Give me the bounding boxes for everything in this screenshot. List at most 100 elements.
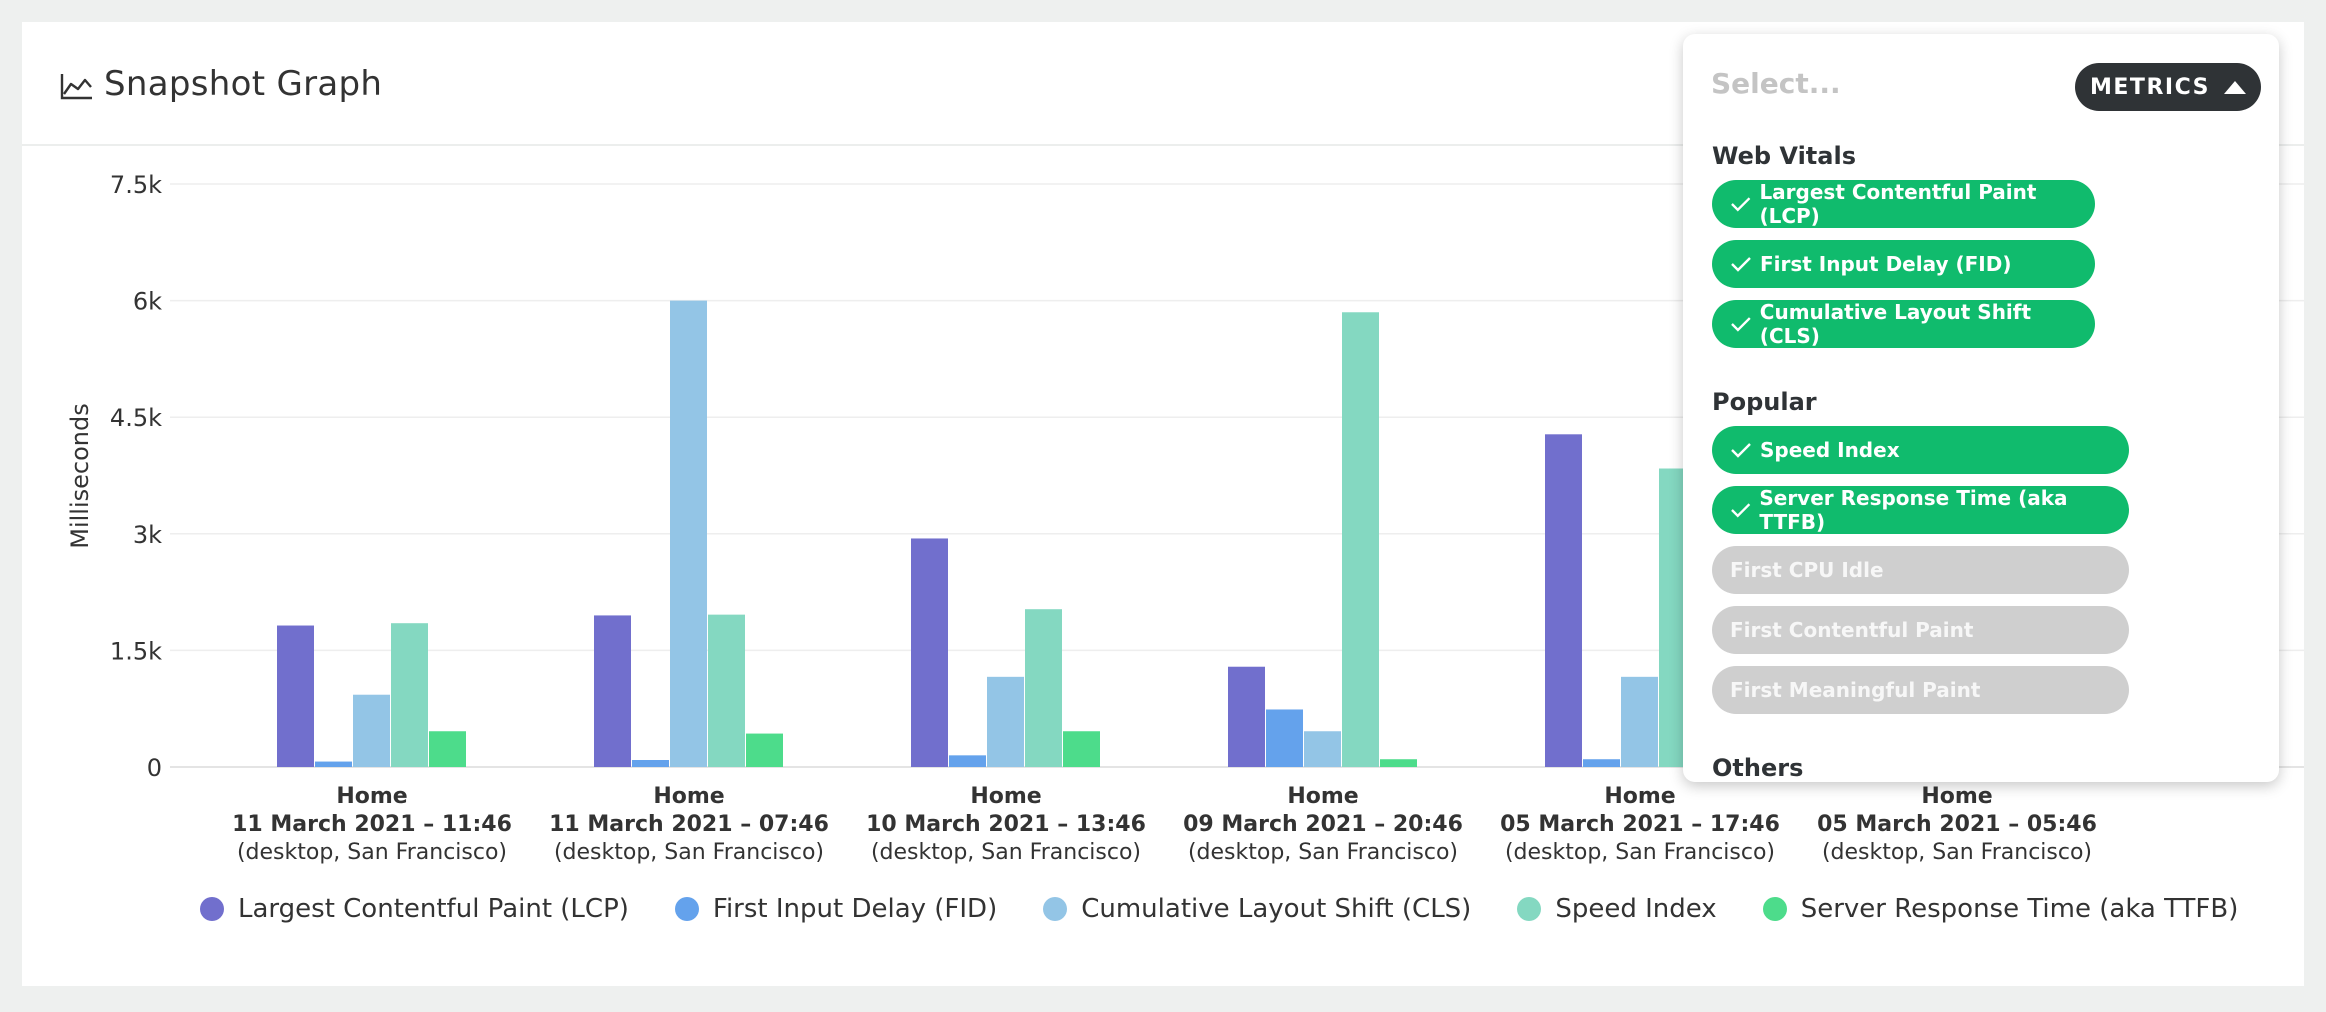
x-tick-label-date: 11 March 2021 – 07:46	[549, 812, 829, 837]
y-tick-label: 3k	[133, 521, 162, 549]
bar-group	[594, 300, 783, 767]
chip-lcp[interactable]: Largest Contentful Paint (LCP)	[1712, 180, 2095, 228]
legend-item[interactable]: Cumulative Layout Shift (CLS)	[1043, 894, 1471, 924]
chip-ttfb[interactable]: Server Response Time (aka TTFB)	[1712, 486, 2129, 534]
bar[interactable]	[632, 760, 669, 767]
legend-label: Cumulative Layout Shift (CLS)	[1081, 894, 1472, 924]
bar[interactable]	[708, 614, 745, 767]
caret-up-icon	[2223, 80, 2246, 94]
bar[interactable]	[746, 733, 783, 767]
chip-first-contentful-paint[interactable]: First Contentful Paint	[1712, 606, 2129, 654]
x-tick-label-context: (desktop, San Francisco)	[237, 840, 507, 865]
bar[interactable]	[1266, 709, 1303, 767]
group-title-others: Others	[1712, 754, 1804, 782]
bar[interactable]	[429, 731, 466, 767]
check-icon	[1731, 503, 1751, 518]
bar-group	[1228, 312, 1417, 767]
metrics-dropdown-panel: METRICS Web Vitals Largest Contentful Pa…	[1683, 34, 2279, 782]
area-chart-icon	[60, 74, 92, 100]
metrics-button-label: METRICS	[2090, 74, 2210, 100]
chip-cls[interactable]: Cumulative Layout Shift (CLS)	[1712, 300, 2095, 348]
x-tick-label-name: Home	[1287, 784, 1358, 809]
metric-select-input[interactable]	[1711, 60, 2011, 106]
legend-item[interactable]: Server Response Time (aka TTFB)	[1762, 894, 2239, 924]
x-tick-label-name: Home	[970, 784, 1041, 809]
bar[interactable]	[949, 755, 986, 767]
bar-group	[911, 538, 1100, 767]
x-tick-label-context: (desktop, San Francisco)	[871, 840, 1141, 865]
bar[interactable]	[391, 623, 428, 767]
bar[interactable]	[1621, 676, 1658, 767]
bar[interactable]	[1545, 434, 1582, 767]
bar[interactable]	[1228, 666, 1265, 767]
bar[interactable]	[353, 694, 390, 767]
x-tick-label-date: 05 March 2021 – 17:46	[1500, 812, 1780, 837]
x-tick-label-name: Home	[1604, 784, 1675, 809]
x-tick-label-name: Home	[336, 784, 407, 809]
chip-label: Largest Contentful Paint (LCP)	[1759, 180, 2037, 228]
bar[interactable]	[1583, 759, 1620, 767]
legend-item[interactable]: Largest Contentful Paint (LCP)	[200, 894, 629, 924]
chip-fid[interactable]: First Input Delay (FID)	[1712, 240, 2095, 288]
chip-speed-index[interactable]: Speed Index	[1712, 426, 2129, 474]
bar[interactable]	[911, 538, 948, 767]
chip-label: First Input Delay (FID)	[1760, 252, 2012, 276]
bar[interactable]	[1342, 312, 1379, 767]
card-header: Snapshot Graph	[22, 22, 2304, 146]
bar[interactable]	[1025, 609, 1062, 767]
y-tick-label: 7.5k	[110, 171, 162, 199]
bar[interactable]	[670, 300, 707, 767]
check-icon	[1731, 197, 1751, 212]
x-axis-labels: Home 11 March 2021 – 11:46 (desktop, San F…	[232, 784, 2097, 865]
x-tick-label-name: Home	[1921, 784, 1992, 809]
y-axis-ticks: 0 1.5k 3k 4.5k 6k 7.5k	[110, 171, 162, 782]
x-tick-label-date: 09 March 2021 – 20:46	[1183, 812, 1463, 837]
chart-legend: Largest Contentful Paint (LCP) First Inpu…	[200, 894, 2238, 924]
chip-label: First Contentful Paint	[1730, 618, 1974, 642]
x-tick-label-context: (desktop, San Francisco)	[1188, 840, 1458, 865]
bar[interactable]	[315, 761, 352, 767]
x-tick-label-name: Home	[653, 784, 724, 809]
y-tick-label: 0	[147, 754, 162, 782]
y-tick-label: 4.5k	[110, 404, 162, 432]
y-tick-label: 6k	[133, 288, 162, 316]
x-tick-label-context: (desktop, San Francisco)	[554, 840, 824, 865]
y-axis-label: Milliseconds	[66, 403, 94, 548]
bar[interactable]	[594, 615, 631, 767]
bar[interactable]	[1380, 759, 1417, 767]
x-tick-label-date: 05 March 2021 – 05:46	[1817, 812, 2097, 837]
legend-swatch	[1517, 897, 1542, 921]
chip-label: First CPU Idle	[1730, 558, 1884, 582]
chip-first-cpu-idle[interactable]: First CPU Idle	[1712, 546, 2129, 594]
bar-group	[277, 623, 466, 767]
legend-swatch	[1043, 897, 1068, 921]
legend-label: Server Response Time (aka TTFB)	[1800, 894, 2239, 924]
y-tick-label: 1.5k	[110, 637, 162, 665]
x-tick-label-context: (desktop, San Francisco)	[1822, 840, 2092, 865]
group-title-popular: Popular	[1712, 388, 1817, 416]
legend-item[interactable]: First Input Delay (FID)	[674, 894, 998, 924]
x-tick-label-context: (desktop, San Francisco)	[1505, 840, 1775, 865]
legend-swatch	[200, 897, 224, 921]
chip-first-meaningful-paint[interactable]: First Meaningful Paint	[1712, 666, 2129, 714]
bar[interactable]	[277, 625, 314, 767]
chip-label: Cumulative Layout Shift (CLS)	[1759, 300, 2032, 348]
legend-label: First Input Delay (FID)	[712, 894, 998, 924]
group-title-web-vitals: Web Vitals	[1712, 142, 1856, 170]
check-icon	[1731, 443, 1751, 458]
bar[interactable]	[987, 676, 1024, 767]
card-title: Snapshot Graph	[104, 64, 383, 104]
check-icon	[1731, 317, 1751, 332]
bar[interactable]	[1063, 731, 1100, 767]
chip-label: Server Response Time (aka TTFB)	[1759, 486, 2068, 534]
legend-label: Speed Index	[1555, 894, 1717, 924]
bar[interactable]	[1304, 731, 1341, 767]
legend-swatch	[674, 897, 699, 921]
legend-swatch	[1762, 897, 1787, 921]
legend-label: Largest Contentful Paint (LCP)	[238, 894, 629, 924]
x-tick-label-date: 10 March 2021 – 13:46	[866, 812, 1146, 837]
x-tick-label-date: 11 March 2021 – 11:46	[232, 812, 512, 837]
chip-label: Speed Index	[1760, 438, 1900, 462]
metrics-toggle-button[interactable]: METRICS	[2075, 63, 2261, 111]
legend-item[interactable]: Speed Index	[1517, 894, 1717, 924]
